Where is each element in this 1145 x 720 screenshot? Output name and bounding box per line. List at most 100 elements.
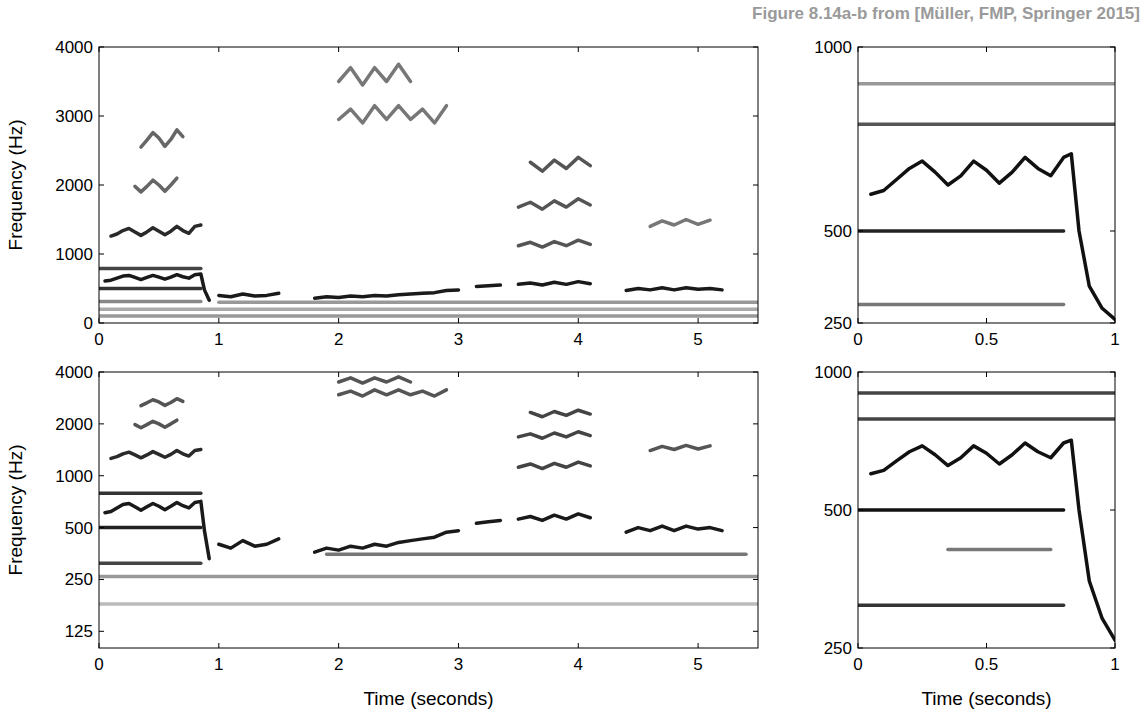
axes: 01234501000200030004000Frequency (Hz)	[5, 38, 758, 349]
spectral-ridge	[339, 106, 447, 123]
spectral-ridge	[650, 220, 710, 227]
spectral-ridge	[858, 391, 1115, 395]
plot-background	[858, 47, 1115, 323]
plot-background	[99, 47, 758, 323]
plot-frame	[99, 372, 758, 648]
x-tick	[986, 372, 987, 377]
y-tick	[99, 475, 104, 476]
spectral-ridge	[530, 410, 590, 417]
spectral-ridge	[141, 130, 183, 147]
panel: 00.512505001000Time (seconds)	[814, 363, 1120, 709]
panel: 012345125250500100020004000Frequency (Hz…	[5, 363, 758, 709]
y-tick-label: 1000	[55, 467, 93, 486]
spectral-ridge	[858, 508, 1064, 512]
y-tick-label: 500	[824, 222, 852, 241]
spectral-ridge	[871, 154, 1115, 320]
x-tick-label: 0	[94, 330, 103, 349]
y-tick	[858, 231, 863, 232]
spectral-ridge	[99, 307, 758, 311]
spectral-ridge	[135, 420, 177, 427]
x-tick-label: 4	[574, 655, 583, 674]
figure-title: Figure 8.14a-b from [Müller, FMP, Spring…	[752, 4, 1140, 23]
x-tick	[986, 47, 987, 52]
spectral-ridge	[858, 82, 1115, 86]
y-tick-label: 250	[824, 639, 852, 658]
x-tick	[99, 372, 100, 377]
x-tick	[218, 372, 219, 377]
x-tick	[1115, 318, 1116, 323]
y-tick	[99, 47, 104, 48]
x-tick	[458, 47, 459, 52]
axes: 00.512505001000Time (seconds)	[814, 363, 1120, 709]
y-tick-label: 250	[824, 314, 852, 333]
x-tick-label: 0	[94, 655, 103, 674]
x-tick-label: 0.5	[975, 655, 999, 674]
x-tick	[218, 318, 219, 323]
x-tick	[1115, 47, 1116, 52]
y-tick	[1110, 47, 1115, 48]
axes: 00.512505001000	[814, 38, 1120, 349]
y-tick	[753, 579, 758, 580]
spectral-ridge	[99, 492, 201, 496]
x-tick	[458, 643, 459, 648]
spectral-ridge	[858, 417, 1115, 421]
x-tick-label: 1	[1110, 330, 1119, 349]
y-tick	[753, 323, 758, 324]
y-tick	[753, 372, 758, 373]
x-tick-label: 3	[454, 655, 463, 674]
x-tick-label: 5	[693, 655, 702, 674]
y-tick	[99, 254, 104, 255]
plot-background	[858, 372, 1115, 648]
plot-frame	[858, 47, 1115, 323]
spectral-ridge	[518, 199, 590, 209]
x-tick	[698, 318, 699, 323]
spectral-ridge	[135, 178, 177, 192]
x-tick-label: 1	[1110, 655, 1119, 674]
x-tick	[99, 47, 100, 52]
y-tick	[858, 47, 863, 48]
y-axis-label: Frequency (Hz)	[5, 445, 26, 576]
panel: 01234501000200030004000Frequency (Hz)	[5, 38, 758, 349]
x-tick	[338, 643, 339, 648]
spectral-ridge	[99, 287, 201, 291]
y-tick	[99, 527, 104, 528]
spectral-ridge	[948, 548, 1051, 552]
y-tick	[753, 423, 758, 424]
spectral-ridge	[858, 603, 1064, 607]
x-tick	[338, 372, 339, 377]
x-tick-label: 1	[214, 655, 223, 674]
plot-frame	[99, 47, 758, 323]
y-tick	[99, 579, 104, 580]
x-tick-label: 0.5	[975, 330, 999, 349]
x-tick	[338, 318, 339, 323]
plot-frame	[858, 372, 1115, 648]
x-tick-label: 2	[334, 330, 343, 349]
x-tick-label: 4	[574, 330, 583, 349]
y-tick	[99, 631, 104, 632]
x-tick	[698, 643, 699, 648]
y-tick-label: 1000	[814, 38, 852, 57]
x-tick	[1115, 643, 1116, 648]
x-tick-label: 0	[853, 655, 862, 674]
y-tick	[1110, 323, 1115, 324]
y-tick	[1110, 510, 1115, 511]
spectral-ridge	[99, 314, 758, 318]
x-tick	[1115, 372, 1116, 377]
x-axis-label: Time (seconds)	[363, 688, 493, 709]
y-tick	[99, 116, 104, 117]
x-tick-label: 3	[454, 330, 463, 349]
y-tick	[858, 648, 863, 649]
spectral-ridge	[858, 303, 1064, 307]
spectral-ridge	[99, 575, 758, 579]
spectral-ridge	[871, 440, 1115, 640]
y-tick	[858, 372, 863, 373]
spectral-ridge	[111, 225, 201, 236]
spectral-ridge	[518, 462, 590, 469]
figure: Figure 8.14a-b from [Müller, FMP, Spring…	[0, 0, 1145, 720]
y-tick	[1110, 231, 1115, 232]
axes: 012345125250500100020004000Frequency (Hz…	[5, 363, 758, 709]
spectral-ridge	[530, 157, 590, 171]
x-tick	[858, 47, 859, 52]
y-tick-label: 1000	[814, 363, 852, 382]
data-group	[858, 84, 1115, 320]
